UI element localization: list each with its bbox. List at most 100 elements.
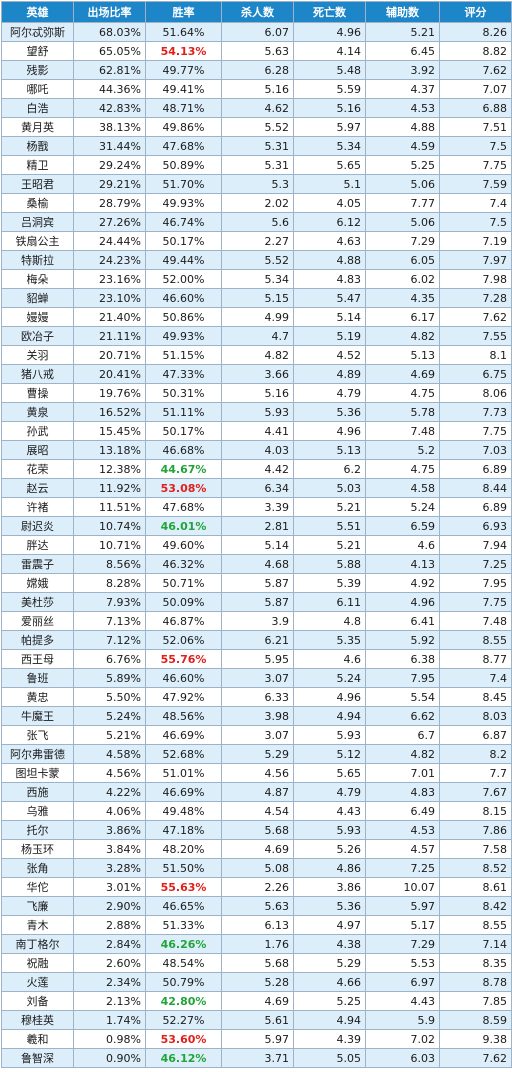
cell-hero[interactable]: 黄月英 bbox=[1, 117, 74, 137]
cell-assists[interactable]: 4.53 bbox=[365, 820, 440, 840]
cell-pick-rate[interactable]: 19.76% bbox=[73, 383, 146, 403]
cell-deaths[interactable]: 5.05 bbox=[293, 1048, 366, 1068]
cell-score[interactable]: 7.86 bbox=[439, 820, 512, 840]
cell-deaths[interactable]: 5.36 bbox=[293, 896, 366, 916]
cell-score[interactable]: 7.19 bbox=[439, 231, 512, 251]
cell-pick-rate[interactable]: 3.86% bbox=[73, 820, 146, 840]
cell-deaths[interactable]: 5.24 bbox=[293, 668, 366, 688]
cell-assists[interactable]: 5.78 bbox=[365, 402, 440, 422]
cell-pick-rate[interactable]: 29.21% bbox=[73, 174, 146, 194]
cell-win-rate[interactable]: 54.13% bbox=[145, 41, 222, 61]
cell-score[interactable]: 7.55 bbox=[439, 326, 512, 346]
cell-kills[interactable]: 2.27 bbox=[221, 231, 294, 251]
cell-win-rate[interactable]: 50.86% bbox=[145, 307, 222, 327]
cell-score[interactable]: 7.62 bbox=[439, 1048, 512, 1068]
cell-win-rate[interactable]: 49.44% bbox=[145, 250, 222, 270]
header-assists[interactable]: 辅助数 bbox=[365, 1, 440, 23]
cell-pick-rate[interactable]: 5.89% bbox=[73, 668, 146, 688]
cell-kills[interactable]: 3.71 bbox=[221, 1048, 294, 1068]
cell-score[interactable]: 7.07 bbox=[439, 79, 512, 99]
cell-pick-rate[interactable]: 11.51% bbox=[73, 497, 146, 517]
cell-hero[interactable]: 飞廉 bbox=[1, 896, 74, 916]
cell-pick-rate[interactable]: 11.92% bbox=[73, 478, 146, 498]
cell-pick-rate[interactable]: 4.22% bbox=[73, 782, 146, 802]
cell-win-rate[interactable]: 52.27% bbox=[145, 1010, 222, 1030]
cell-hero[interactable]: 华佗 bbox=[1, 877, 74, 897]
cell-score[interactable]: 8.77 bbox=[439, 649, 512, 669]
cell-kills[interactable]: 3.07 bbox=[221, 725, 294, 745]
cell-hero[interactable]: 嫚嫚 bbox=[1, 307, 74, 327]
cell-assists[interactable]: 6.45 bbox=[365, 41, 440, 61]
cell-deaths[interactable]: 5.93 bbox=[293, 820, 366, 840]
cell-assists[interactable]: 4.35 bbox=[365, 288, 440, 308]
cell-kills[interactable]: 5.95 bbox=[221, 649, 294, 669]
cell-assists[interactable]: 4.83 bbox=[365, 782, 440, 802]
cell-pick-rate[interactable]: 27.26% bbox=[73, 212, 146, 232]
cell-hero[interactable]: 牛魔王 bbox=[1, 706, 74, 726]
cell-score[interactable]: 6.93 bbox=[439, 516, 512, 536]
cell-deaths[interactable]: 5.25 bbox=[293, 991, 366, 1011]
cell-kills[interactable]: 6.13 bbox=[221, 915, 294, 935]
cell-hero[interactable]: 阿尔忒弥斯 bbox=[1, 22, 74, 42]
cell-pick-rate[interactable]: 62.81% bbox=[73, 60, 146, 80]
cell-assists[interactable]: 6.97 bbox=[365, 972, 440, 992]
cell-pick-rate[interactable]: 29.24% bbox=[73, 155, 146, 175]
cell-win-rate[interactable]: 48.56% bbox=[145, 706, 222, 726]
cell-assists[interactable]: 6.03 bbox=[365, 1048, 440, 1068]
cell-hero[interactable]: 展昭 bbox=[1, 440, 74, 460]
cell-hero[interactable]: 雷震子 bbox=[1, 554, 74, 574]
cell-hero[interactable]: 黄忠 bbox=[1, 687, 74, 707]
cell-win-rate[interactable]: 46.87% bbox=[145, 611, 222, 631]
cell-win-rate[interactable]: 52.68% bbox=[145, 744, 222, 764]
cell-pick-rate[interactable]: 20.71% bbox=[73, 345, 146, 365]
cell-win-rate[interactable]: 53.60% bbox=[145, 1029, 222, 1049]
cell-deaths[interactable]: 5.36 bbox=[293, 402, 366, 422]
cell-score[interactable]: 8.78 bbox=[439, 972, 512, 992]
cell-score[interactable]: 7.94 bbox=[439, 535, 512, 555]
cell-deaths[interactable]: 4.79 bbox=[293, 782, 366, 802]
cell-score[interactable]: 6.75 bbox=[439, 364, 512, 384]
cell-hero[interactable]: 鲁智深 bbox=[1, 1048, 74, 1068]
cell-pick-rate[interactable]: 44.36% bbox=[73, 79, 146, 99]
cell-score[interactable]: 7.03 bbox=[439, 440, 512, 460]
cell-hero[interactable]: 图坦卡蒙 bbox=[1, 763, 74, 783]
cell-deaths[interactable]: 4.52 bbox=[293, 345, 366, 365]
cell-pick-rate[interactable]: 3.01% bbox=[73, 877, 146, 897]
cell-deaths[interactable]: 5.21 bbox=[293, 497, 366, 517]
cell-hero[interactable]: 祝融 bbox=[1, 953, 74, 973]
cell-assists[interactable]: 4.96 bbox=[365, 592, 440, 612]
cell-kills[interactable]: 1.76 bbox=[221, 934, 294, 954]
cell-hero[interactable]: 杨玉环 bbox=[1, 839, 74, 859]
cell-assists[interactable]: 5.21 bbox=[365, 22, 440, 42]
cell-score[interactable]: 8.35 bbox=[439, 953, 512, 973]
cell-assists[interactable]: 4.69 bbox=[365, 364, 440, 384]
cell-deaths[interactable]: 5.59 bbox=[293, 79, 366, 99]
cell-assists[interactable]: 6.62 bbox=[365, 706, 440, 726]
cell-score[interactable]: 7.59 bbox=[439, 174, 512, 194]
cell-score[interactable]: 7.62 bbox=[439, 307, 512, 327]
cell-assists[interactable]: 5.2 bbox=[365, 440, 440, 460]
cell-score[interactable]: 8.26 bbox=[439, 22, 512, 42]
cell-pick-rate[interactable]: 4.06% bbox=[73, 801, 146, 821]
cell-score[interactable]: 7.95 bbox=[439, 573, 512, 593]
cell-kills[interactable]: 5.28 bbox=[221, 972, 294, 992]
cell-deaths[interactable]: 5.97 bbox=[293, 117, 366, 137]
cell-pick-rate[interactable]: 8.28% bbox=[73, 573, 146, 593]
cell-deaths[interactable]: 5.88 bbox=[293, 554, 366, 574]
cell-assists[interactable]: 6.41 bbox=[365, 611, 440, 631]
cell-assists[interactable]: 6.49 bbox=[365, 801, 440, 821]
cell-kills[interactable]: 5.3 bbox=[221, 174, 294, 194]
cell-deaths[interactable]: 4.43 bbox=[293, 801, 366, 821]
cell-win-rate[interactable]: 46.74% bbox=[145, 212, 222, 232]
cell-score[interactable]: 7.5 bbox=[439, 136, 512, 156]
cell-score[interactable]: 8.1 bbox=[439, 345, 512, 365]
cell-kills[interactable]: 5.15 bbox=[221, 288, 294, 308]
cell-kills[interactable]: 5.52 bbox=[221, 117, 294, 137]
cell-hero[interactable]: 阿尔弗雷德 bbox=[1, 744, 74, 764]
cell-deaths[interactable]: 5.29 bbox=[293, 953, 366, 973]
cell-deaths[interactable]: 4.89 bbox=[293, 364, 366, 384]
cell-assists[interactable]: 4.75 bbox=[365, 383, 440, 403]
cell-kills[interactable]: 4.41 bbox=[221, 421, 294, 441]
cell-win-rate[interactable]: 50.79% bbox=[145, 972, 222, 992]
cell-assists[interactable]: 5.24 bbox=[365, 497, 440, 517]
